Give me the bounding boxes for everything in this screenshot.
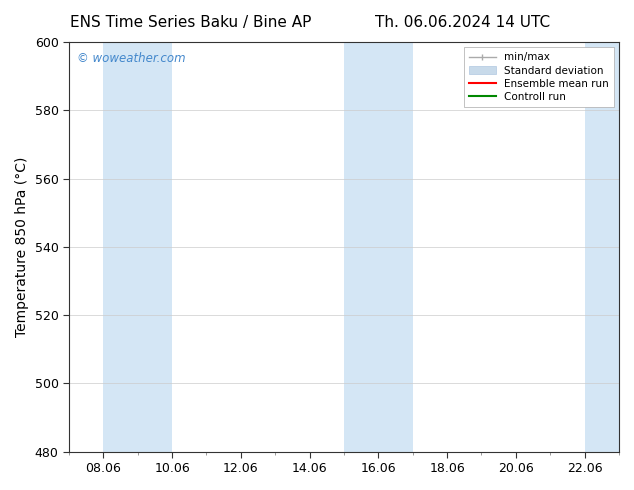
Bar	[585, 42, 619, 452]
Text: Th. 06.06.2024 14 UTC: Th. 06.06.2024 14 UTC	[375, 15, 550, 30]
Bar	[103, 42, 172, 452]
Y-axis label: Temperature 850 hPa (°C): Temperature 850 hPa (°C)	[15, 157, 29, 337]
Legend: min/max, Standard deviation, Ensemble mean run, Controll run: min/max, Standard deviation, Ensemble me…	[464, 47, 614, 107]
Bar	[344, 42, 413, 452]
Text: © woweather.com: © woweather.com	[77, 52, 186, 65]
Text: ENS Time Series Baku / Bine AP: ENS Time Series Baku / Bine AP	[70, 15, 311, 30]
